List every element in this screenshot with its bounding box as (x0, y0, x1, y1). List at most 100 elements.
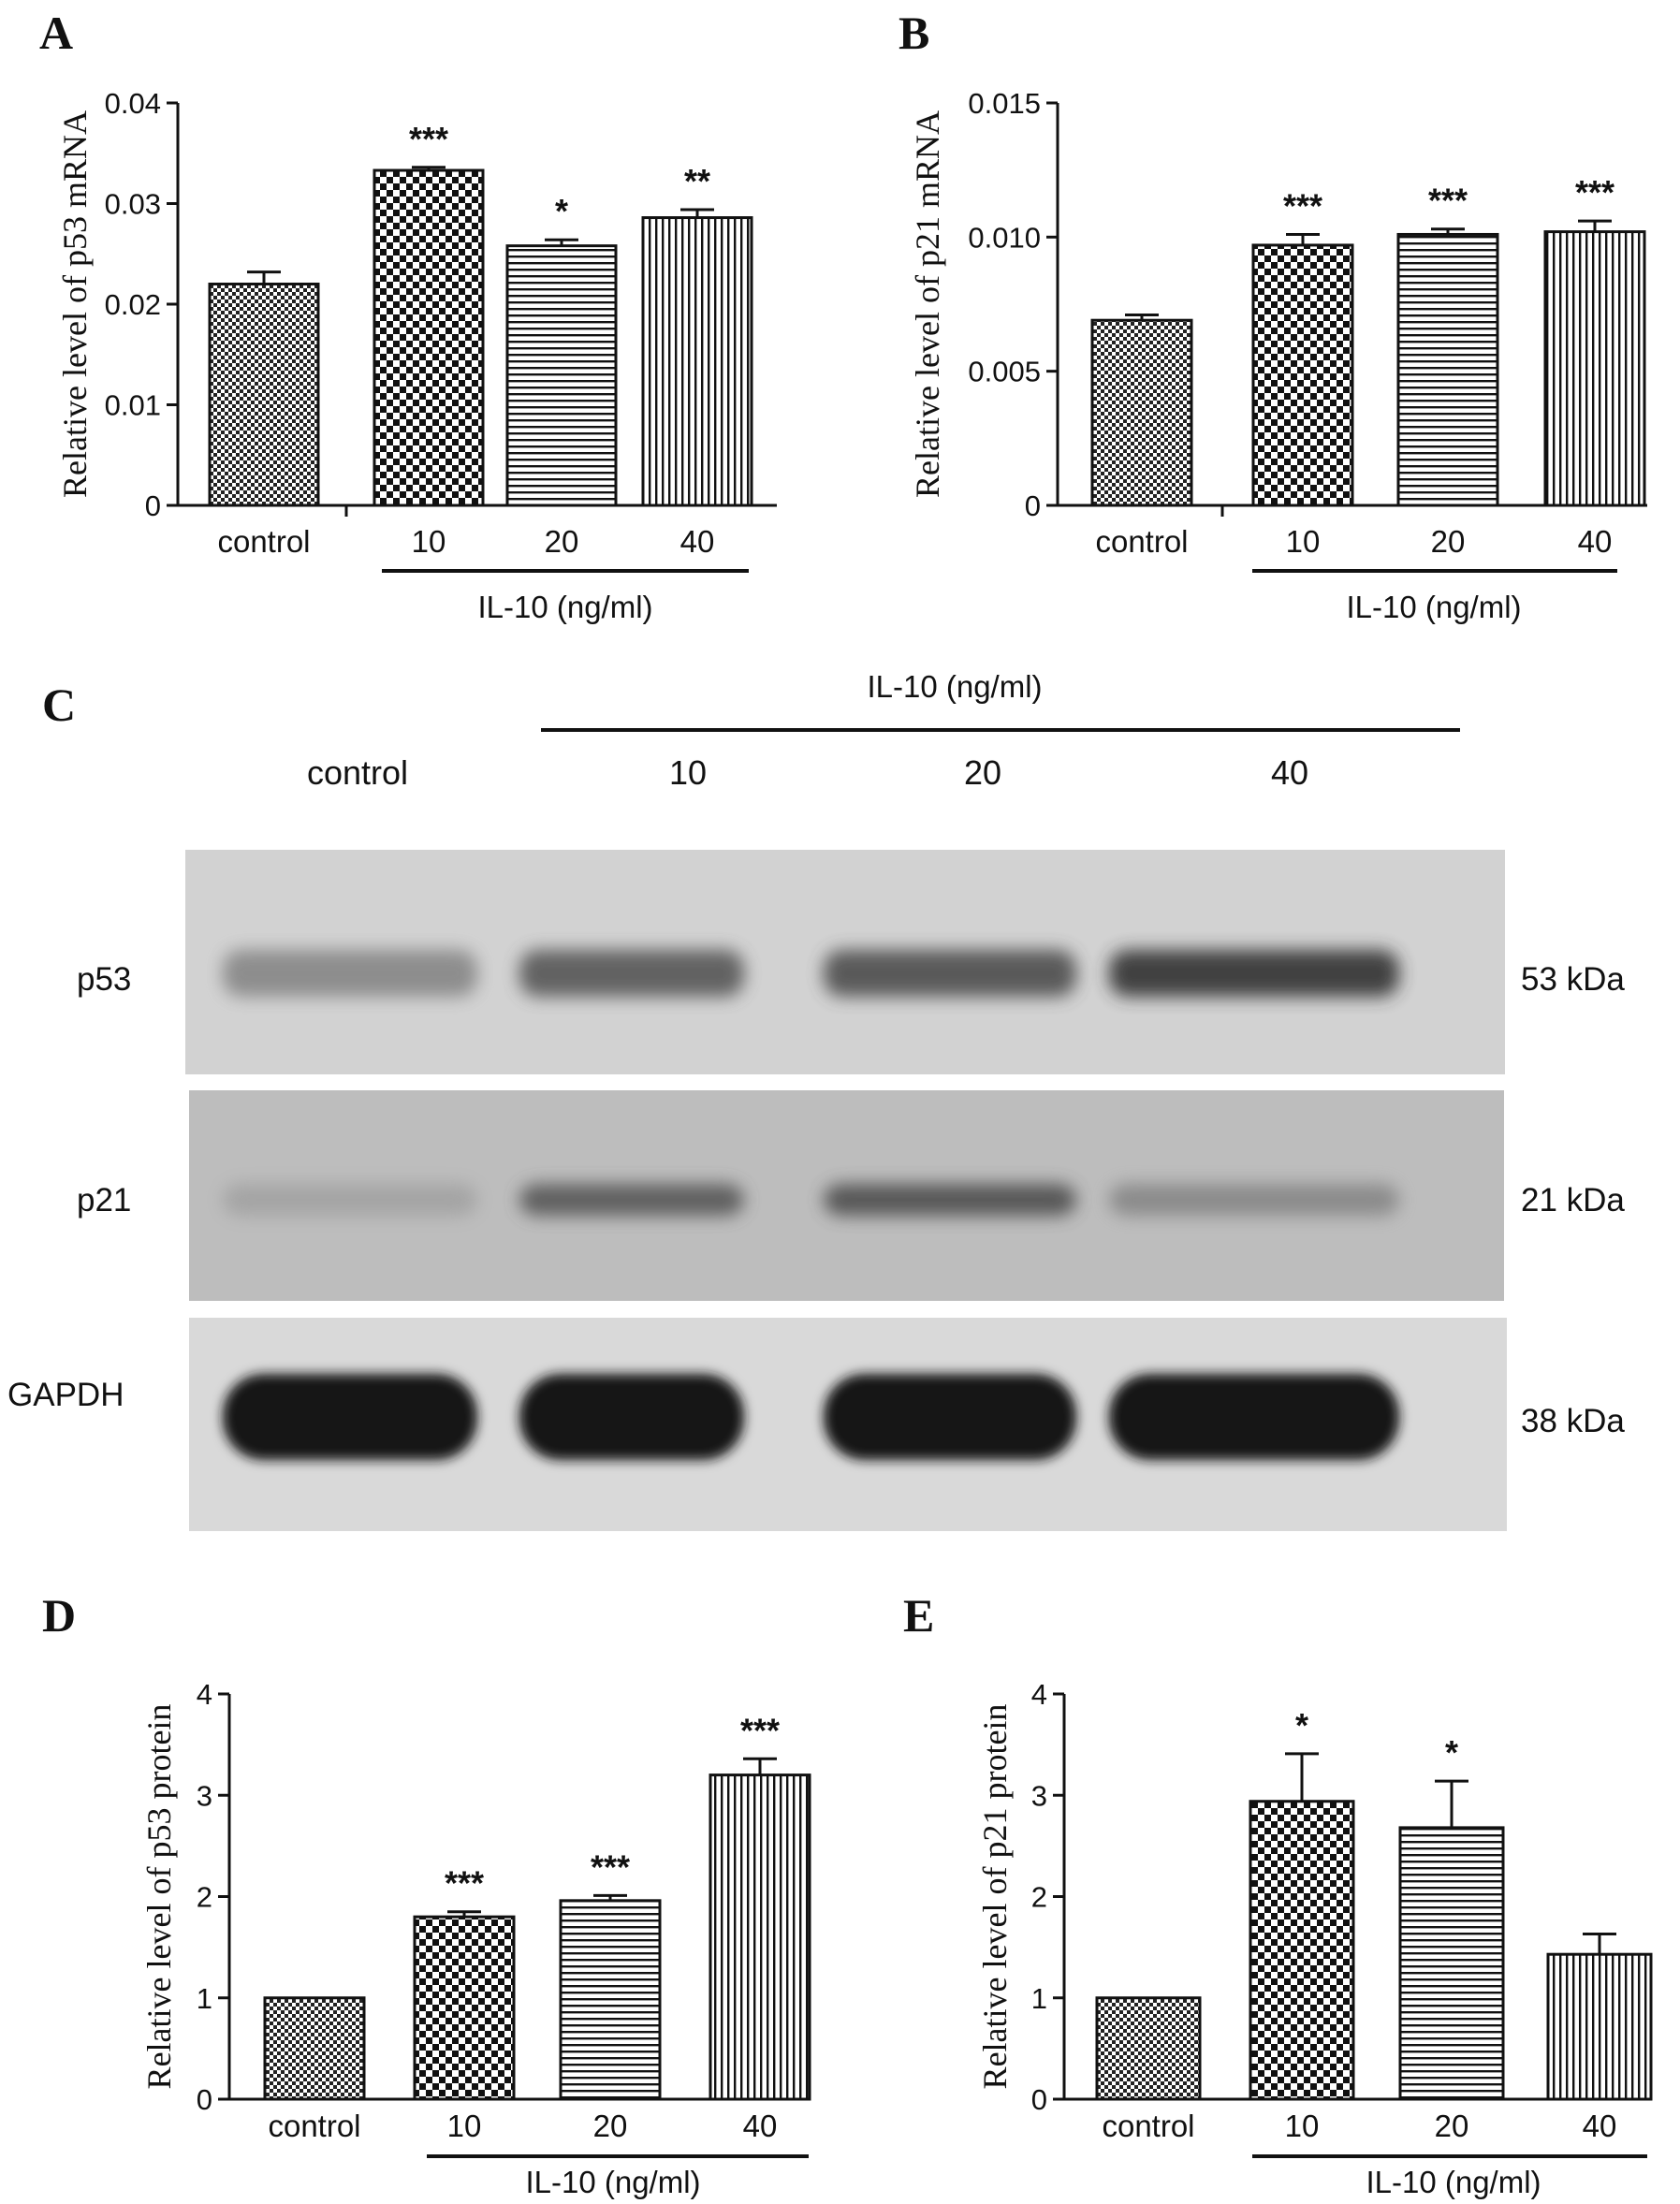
y-tick-label: 1 (1031, 1982, 1047, 2015)
group-label: IL-10 (ng/ml) (1346, 590, 1521, 624)
significance-marker: ** (684, 162, 710, 200)
blot-lane-control: control (307, 753, 408, 792)
significance-marker: *** (591, 1847, 630, 1886)
bar-20 (505, 244, 618, 507)
y-tick-label: 1 (197, 1982, 212, 2015)
bar-40 (709, 1773, 811, 2101)
x-tick-label: 10 (412, 524, 446, 559)
western-blot: IL-10 (ng/ml) control 10 20 40 p53 53 kDa… (7, 669, 1625, 1531)
bar-40 (1543, 230, 1646, 507)
blot-band-p21-20 (824, 1184, 1076, 1216)
blot-group-label: IL-10 (ng/ml) (867, 669, 1042, 704)
x-tick-label: 40 (680, 524, 715, 559)
y-tick-label: 0 (197, 2083, 212, 2116)
blot-size-label: 38 kDa (1521, 1403, 1625, 1439)
significance-marker: *** (1575, 173, 1614, 212)
y-tick-label: 0.03 (105, 188, 161, 221)
bar-10 (1249, 1800, 1355, 2101)
significance-marker: * (555, 192, 568, 230)
y-tick-label: 3 (197, 1779, 212, 1812)
y-tick-label: 0 (1025, 489, 1041, 522)
panel-label-d: D (42, 1589, 76, 1642)
x-tick-label: 20 (545, 524, 579, 559)
chart-p53-protein: 0 1 2 3 4 Relative level of p53 protein contro… (140, 1678, 811, 2199)
chart-p53-mrna: 0 0.01 0.02 0.03 0.04 Relative level of p53 m… (56, 87, 777, 624)
blot-band-GAPDH-40 (1109, 1374, 1399, 1460)
significance-marker: *** (1283, 186, 1322, 225)
blot-lane-10: 10 (669, 753, 707, 792)
blot-protein-label: p21 (77, 1182, 131, 1219)
blot-protein-label: p53 (77, 961, 131, 998)
blot-protein-label: GAPDH (7, 1377, 124, 1413)
significance-marker: * (1295, 1706, 1308, 1744)
blot-band-GAPDH-10 (519, 1374, 744, 1460)
panel-label-a: A (39, 7, 73, 59)
bar-40 (641, 216, 753, 507)
y-axis-label: Relative level of p21 protein (976, 1704, 1014, 2090)
x-tick-label: control (1095, 524, 1188, 559)
blot-band-p53-control (223, 950, 477, 997)
blot-band-p21-40 (1109, 1184, 1399, 1216)
blot-band-GAPDH-20 (824, 1374, 1076, 1460)
blot-band-p21-10 (519, 1184, 744, 1216)
blot-band-GAPDH-control (223, 1374, 477, 1460)
x-tick-label: control (268, 2109, 360, 2143)
y-tick-label: 4 (1031, 1678, 1047, 1711)
significance-marker: * (1445, 1733, 1458, 1772)
blot-band-p53-40 (1109, 950, 1399, 997)
bar-control (208, 283, 320, 507)
y-axis-label: Relative level of p53 protein (140, 1704, 178, 2090)
blot-lane-40: 40 (1271, 753, 1308, 792)
bar-40 (1546, 1952, 1653, 2101)
x-tick-label: 10 (447, 2109, 482, 2143)
panel-label-b: B (898, 7, 929, 59)
significance-marker: *** (1428, 182, 1468, 220)
y-tick-label: 0.010 (968, 221, 1041, 254)
significance-marker: *** (409, 120, 448, 158)
panel-label-c: C (42, 679, 76, 731)
group-label: IL-10 (ng/ml) (525, 2165, 700, 2199)
y-axis-label: Relative level of p21 mRNA (909, 110, 946, 498)
bar-control (1095, 1996, 1202, 2101)
y-tick-label: 0.02 (105, 288, 161, 321)
x-tick-label: control (217, 524, 310, 559)
y-tick-label: 2 (1031, 1881, 1047, 1914)
group-label: IL-10 (ng/ml) (477, 590, 652, 624)
bar-10 (373, 168, 485, 507)
bar-control (1090, 318, 1193, 507)
x-tick-label: 20 (593, 2109, 628, 2143)
significance-marker: *** (445, 1864, 484, 1903)
chart-p21-mrna: 0 0.005 0.010 0.015 Relative level of p21 mR… (909, 87, 1647, 624)
panel-label-e: E (903, 1589, 934, 1642)
y-tick-label: 0.005 (968, 356, 1041, 388)
y-tick-label: 2 (197, 1881, 212, 1914)
y-tick-label: 4 (197, 1678, 212, 1711)
significance-marker: *** (740, 1711, 780, 1749)
bar-control (263, 1996, 366, 2101)
x-tick-label: 20 (1435, 2109, 1469, 2143)
x-tick-label: 40 (743, 2109, 778, 2143)
x-tick-label: 40 (1583, 2109, 1617, 2143)
x-tick-label: control (1102, 2109, 1194, 2143)
y-axis-label: Relative level of p53 mRNA (56, 110, 94, 498)
y-tick-label: 0.015 (968, 87, 1041, 120)
y-tick-label: 0 (145, 489, 161, 522)
bar-20 (559, 1899, 662, 2101)
bar-10 (1251, 243, 1354, 507)
bar-10 (413, 1915, 516, 2101)
blot-lane-20: 20 (964, 753, 1001, 792)
y-tick-label: 0 (1031, 2083, 1047, 2116)
blot-band-p53-10 (519, 950, 744, 997)
y-tick-label: 0.01 (105, 389, 161, 422)
y-tick-label: 0.04 (105, 87, 161, 120)
blot-size-label: 21 kDa (1521, 1182, 1625, 1219)
y-tick-label: 3 (1031, 1779, 1047, 1812)
bar-20 (1398, 1826, 1505, 2101)
group-label: IL-10 (ng/ml) (1366, 2165, 1541, 2199)
x-tick-label: 10 (1286, 524, 1321, 559)
x-tick-label: 10 (1285, 2109, 1320, 2143)
bar-20 (1396, 232, 1499, 507)
blot-band-p21-control (223, 1184, 477, 1216)
